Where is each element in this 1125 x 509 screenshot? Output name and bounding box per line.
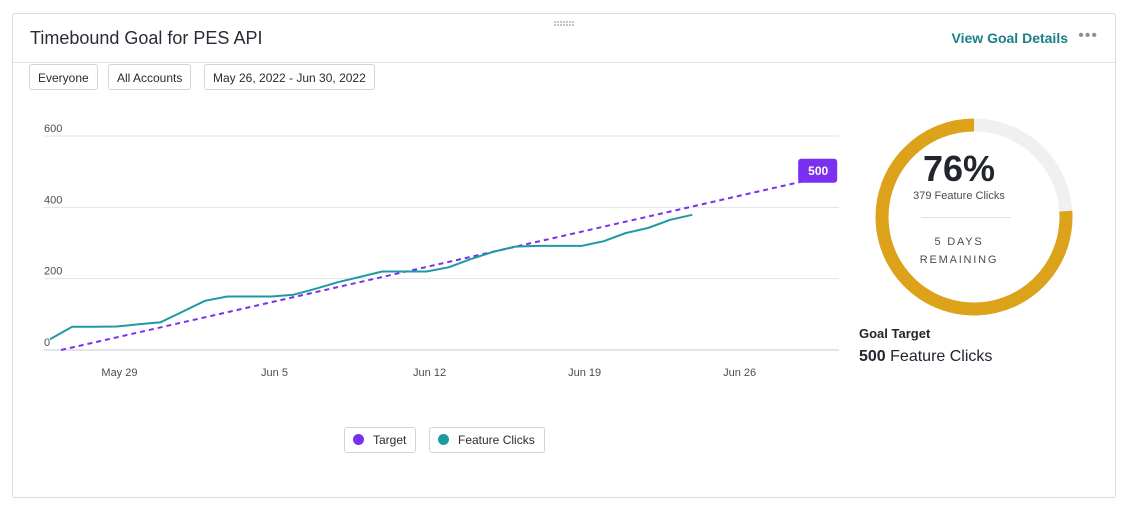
chart-y-axis: 0 200 400 600: [44, 123, 62, 349]
days-remaining: 5 DAYS REMAINING: [859, 233, 1059, 269]
target-badge: [798, 158, 838, 183]
legend-feature-clicks[interactable]: Feature Clicks: [429, 427, 545, 453]
gauge-divider: [921, 217, 1011, 218]
goal-target-value: 500 Feature Clicks: [859, 348, 992, 366]
progress-gauge: [875, 118, 1073, 316]
target-end-marker: 500: [798, 158, 838, 183]
target-line: [60, 177, 815, 351]
legend-target[interactable]: Target: [344, 427, 417, 453]
y-tick-label: 600: [44, 123, 62, 135]
x-tick-label: Jun 19: [568, 367, 601, 379]
card-header: Timebound Goal for PES API View Goal Det…: [13, 14, 1115, 63]
progress-percent: 76%: [922, 148, 996, 189]
chart-x-axis: May 29 Jun 5 Jun 12 Jun 19 Jun 26: [101, 367, 756, 379]
legend-feature-clicks-label: Feature Clicks: [458, 433, 535, 447]
x-tick-label: Jun 26: [723, 367, 756, 379]
goal-target-label: Goal Target: [859, 326, 931, 341]
x-tick-label: Jun 12: [413, 367, 446, 379]
target-badge-label: 500: [808, 164, 828, 178]
days-remaining-label: REMAINING: [919, 254, 999, 266]
feature-clicks-line: [49, 213, 693, 341]
y-tick-label: 200: [44, 266, 62, 278]
chart-series: [49, 177, 815, 351]
chart-grid: [44, 135, 839, 351]
segment-filter[interactable]: Everyone: [29, 64, 98, 90]
date-range-filter[interactable]: May 26, 2022 - Jun 30, 2022: [204, 64, 375, 90]
view-goal-details-link[interactable]: View Goal Details: [951, 30, 1068, 46]
accounts-filter[interactable]: All Accounts: [108, 64, 192, 90]
current-clicks-count: 379 Feature Clicks: [913, 190, 1005, 202]
card-title: Timebound Goal for PES API: [30, 28, 263, 48]
goal-target-number: 500: [859, 348, 886, 365]
drag-handle-icon[interactable]: [554, 21, 576, 27]
drag-dots: [554, 21, 574, 26]
gauge-fill: [875, 118, 1073, 316]
more-options-icon[interactable]: •••: [1078, 27, 1098, 44]
goal-target-unit: Feature Clicks: [890, 348, 993, 365]
legend-target-label: Target: [373, 433, 407, 447]
y-tick-label: 0: [44, 337, 50, 349]
feature-clicks-dot-icon: [438, 434, 449, 445]
target-dot-icon: [353, 434, 364, 445]
y-tick-label: 400: [44, 194, 62, 206]
goal-progress-chart: 0 200 400 600 May 29 Jun 5 Jun 12 Jun 19 Jun 26…: [44, 123, 839, 379]
x-tick-label: May 29: [101, 367, 137, 379]
days-remaining-count: 5 DAYS: [934, 236, 984, 248]
goal-card: Timebound Goal for PES API View Goal Det…: [12, 13, 1116, 498]
x-tick-label: Jun 5: [261, 367, 288, 379]
